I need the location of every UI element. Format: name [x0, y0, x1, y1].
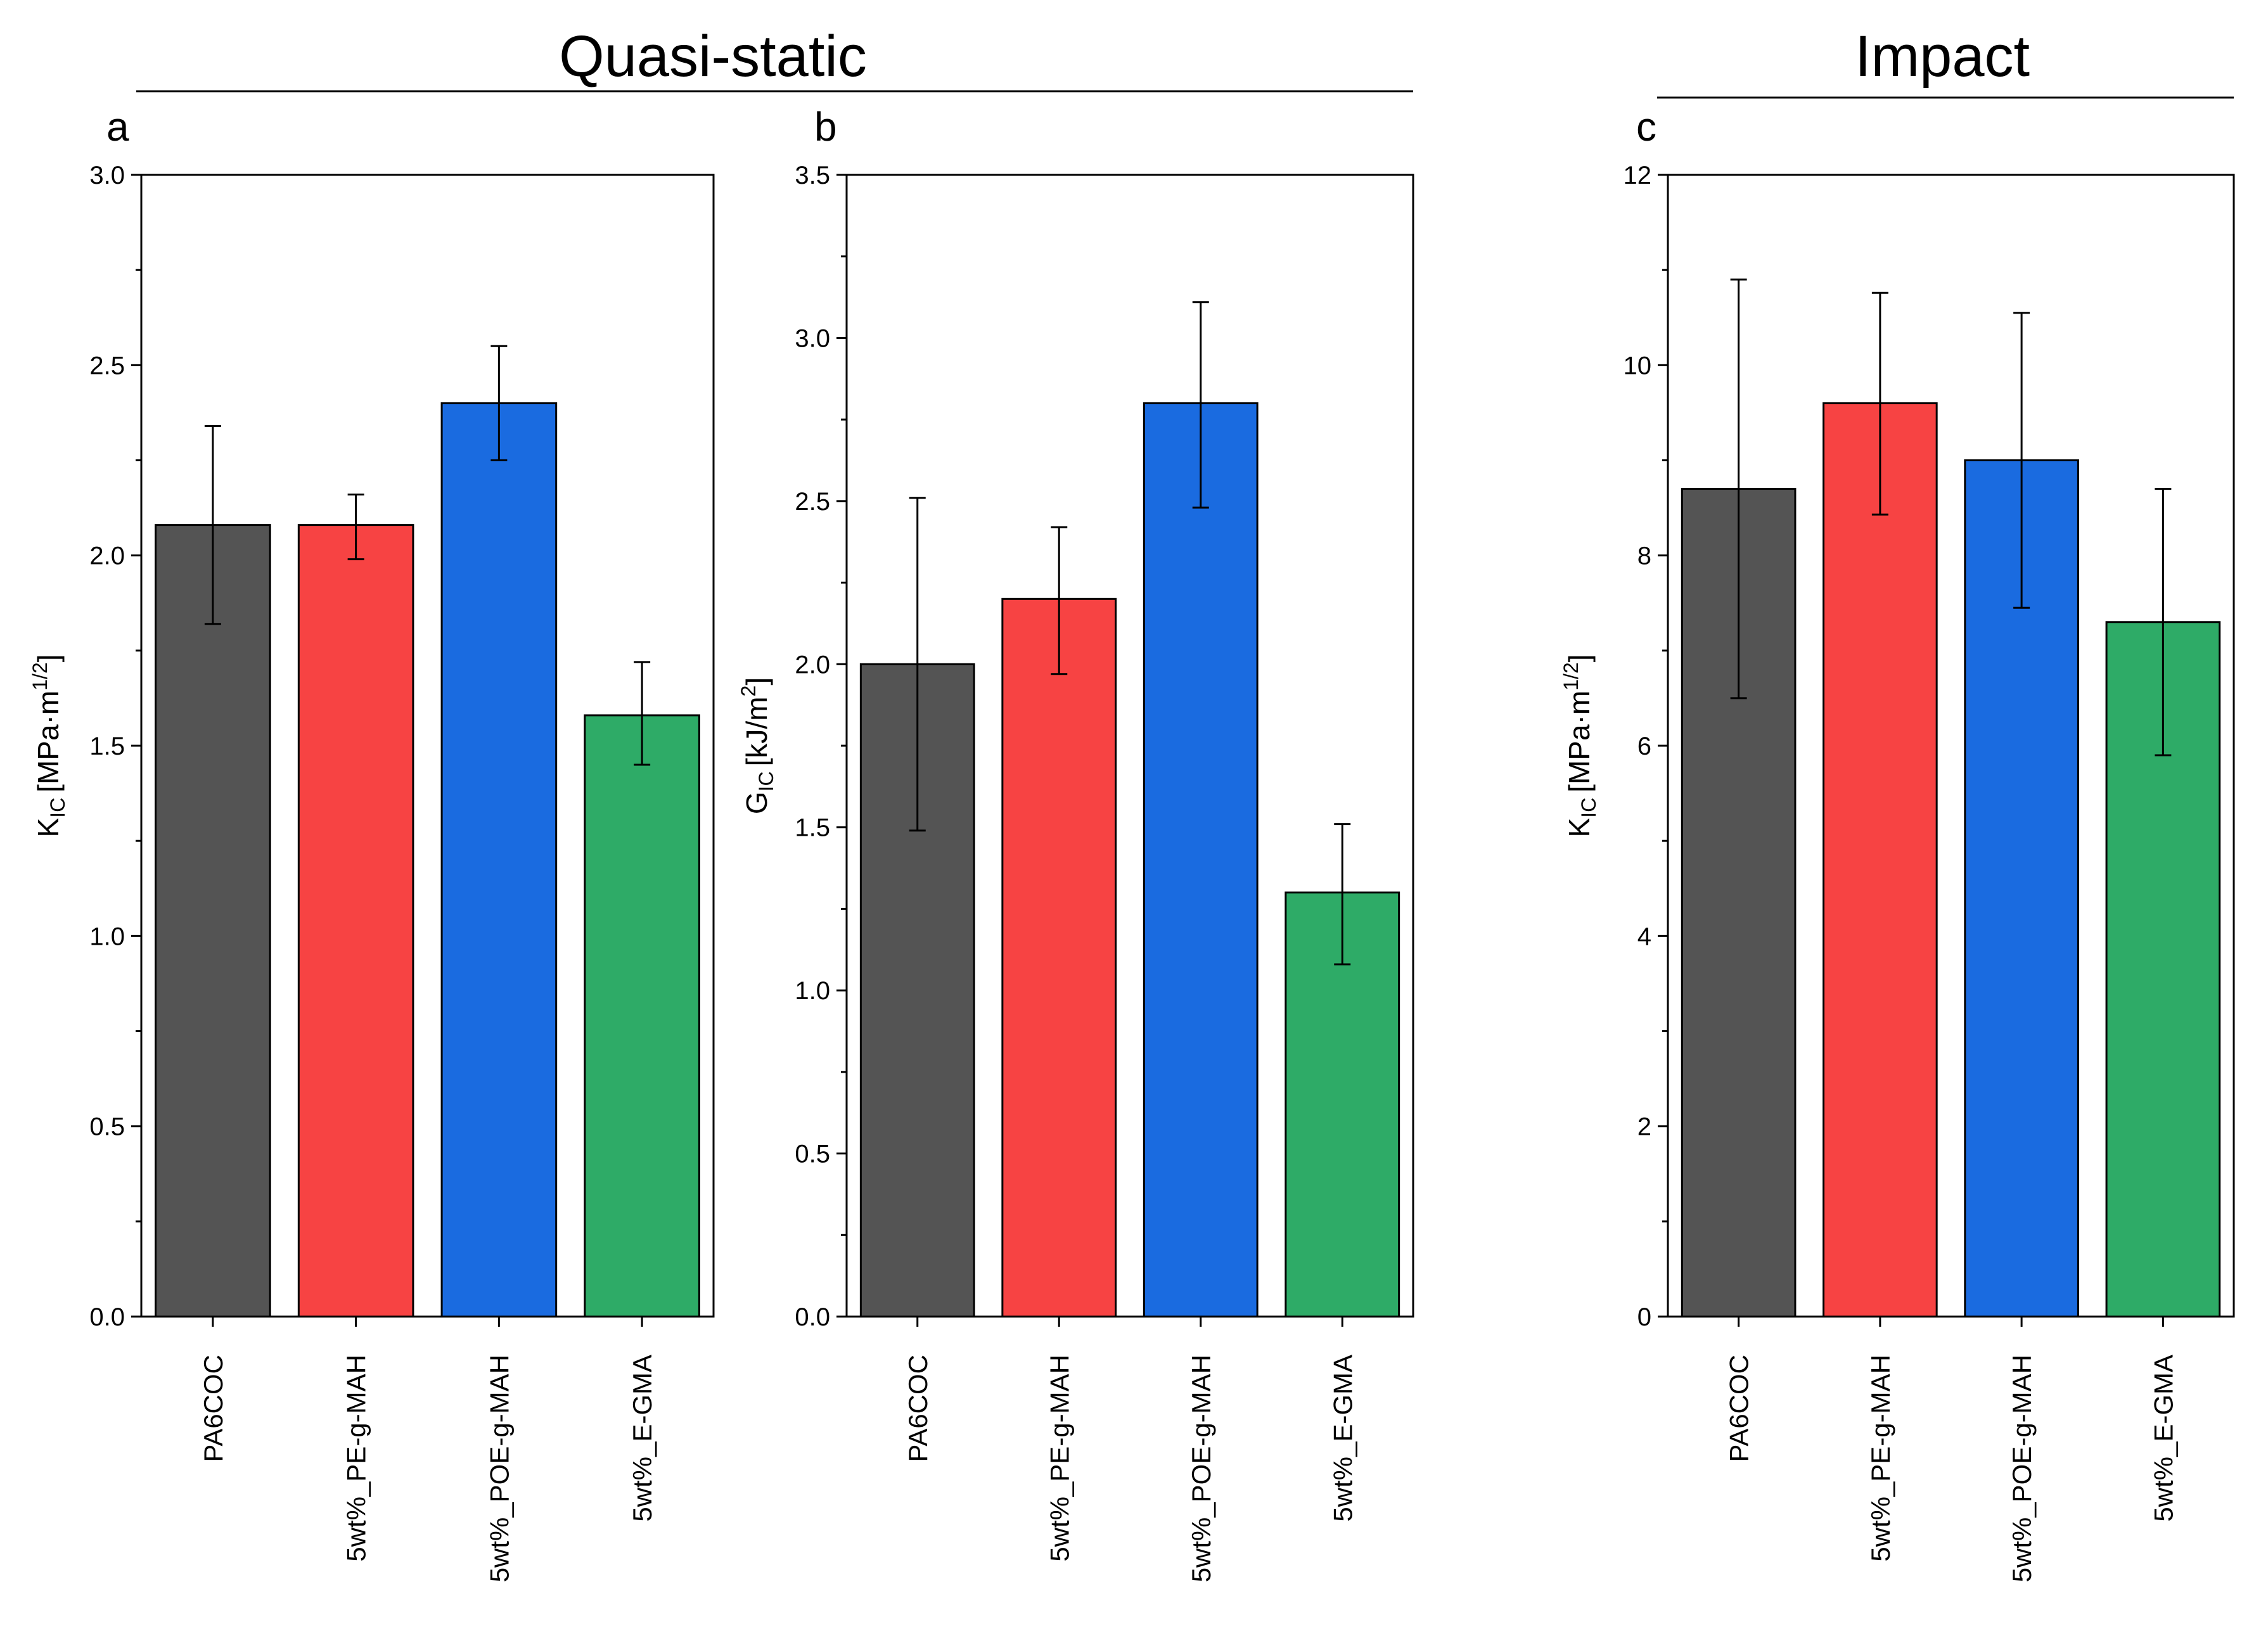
error-bar-5wt%_PE-g-MAH	[1871, 291, 1888, 516]
group-title-quasi-static: Quasi-static	[559, 24, 867, 89]
y-tick-label: 1.0	[795, 977, 830, 1005]
y-tick-label: 1.5	[795, 814, 830, 842]
x-category-label: 5wt%_POE-g-MAH	[484, 1355, 514, 1582]
y-tick-label: 2.5	[795, 488, 830, 516]
y-tick-label: 8	[1637, 542, 1651, 570]
bar-5wt%_E-GMA	[584, 714, 700, 1318]
y-tick-label: 2.0	[795, 651, 830, 679]
x-category-label: 5wt%_E-GMA	[2148, 1355, 2178, 1522]
error-bar-5wt%_E-GMA	[1334, 823, 1351, 966]
error-bar-5wt%_POE-g-MAH	[490, 345, 508, 461]
bar-5wt%_PE-g-MAH	[297, 524, 414, 1318]
group-title-impact: Impact	[1855, 24, 2030, 89]
bar-5wt%_PE-g-MAH	[1823, 402, 1938, 1318]
y-tick-label: 1.5	[89, 732, 125, 760]
y-tick-label: 0.5	[89, 1113, 125, 1141]
panel-letter: a	[106, 104, 129, 150]
error-bar-PA6COC	[909, 497, 926, 832]
bar-PA6COC	[155, 524, 271, 1318]
y-tick-label: 0.5	[795, 1140, 830, 1168]
y-tick-label: 0.0	[89, 1303, 125, 1331]
error-bar-PA6COC	[204, 425, 221, 625]
x-category-label: 5wt%_PE-g-MAH	[342, 1355, 371, 1562]
x-category-label: PA6COC	[1724, 1355, 1754, 1462]
panel-a: a 0.0 0.5 1.0 1.5 2.0 2.5 3.0 PA6COC 5wt%_PE-g-MA…	[29, 104, 715, 1582]
panel-letter: c	[1636, 104, 1656, 150]
y-tick-label: 10	[1624, 352, 1652, 380]
y-axis-title: KIC[MPa·m1/2]	[1560, 654, 1600, 838]
y-tick-label: 3.0	[795, 324, 830, 352]
error-bar-5wt%_POE-g-MAH	[1192, 301, 1209, 509]
panel-letter: b	[814, 104, 837, 150]
x-category-label: 5wt%_PE-g-MAH	[1044, 1355, 1074, 1562]
y-tick-label: 4	[1637, 923, 1651, 950]
error-bar-5wt%_POE-g-MAH	[2013, 312, 2030, 609]
x-category-label: 5wt%_POE-g-MAH	[2007, 1355, 2037, 1582]
error-bar-5wt%_E-GMA	[2155, 488, 2172, 757]
panel-b: b 0.0 0.5 1.0 1.5 2.0 2.5 3.0 3.5 PA6COC 5wt%_PE-g…	[737, 104, 1414, 1582]
y-tick-label: 2	[1637, 1113, 1651, 1141]
x-category-label: 5wt%_PE-g-MAH	[1866, 1355, 1895, 1562]
x-category-label: 5wt%_E-GMA	[1328, 1355, 1357, 1522]
error-bar-PA6COC	[1730, 278, 1747, 699]
x-category-label: 5wt%_POE-g-MAH	[1186, 1355, 1216, 1582]
y-tick-label: 0	[1637, 1303, 1651, 1331]
bar-5wt%_POE-g-MAH	[440, 402, 558, 1318]
y-tick-label: 2.0	[89, 542, 125, 570]
x-category-label: 5wt%_E-GMA	[627, 1355, 657, 1522]
y-tick-label: 2.5	[89, 352, 125, 380]
y-axis-title: KIC[MPa·m1/2]	[29, 654, 69, 838]
y-tick-label: 12	[1624, 162, 1652, 189]
panel-c: c 0 2 4 6 8 10 12 PA6COC 5wt%_PE-g-MAH 5wt%_POE-g-…	[1560, 104, 2235, 1582]
y-axis-title: GIC[kJ/m2]	[737, 677, 778, 814]
x-category-label: PA6COC	[198, 1355, 228, 1462]
y-tick-label: 3.5	[795, 162, 830, 189]
x-category-label: PA6COC	[903, 1355, 933, 1462]
error-bar-5wt%_PE-g-MAH	[347, 494, 364, 561]
error-bar-5wt%_PE-g-MAH	[1051, 526, 1068, 675]
bar-5wt%_POE-g-MAH	[1143, 402, 1259, 1318]
y-tick-label: 1.0	[89, 923, 125, 950]
y-tick-label: 0.0	[795, 1303, 830, 1331]
y-tick-label: 6	[1637, 732, 1651, 760]
bar-5wt%_PE-g-MAH	[1001, 597, 1117, 1318]
y-tick-label: 3.0	[89, 162, 125, 189]
error-bar-5wt%_E-GMA	[634, 661, 651, 766]
